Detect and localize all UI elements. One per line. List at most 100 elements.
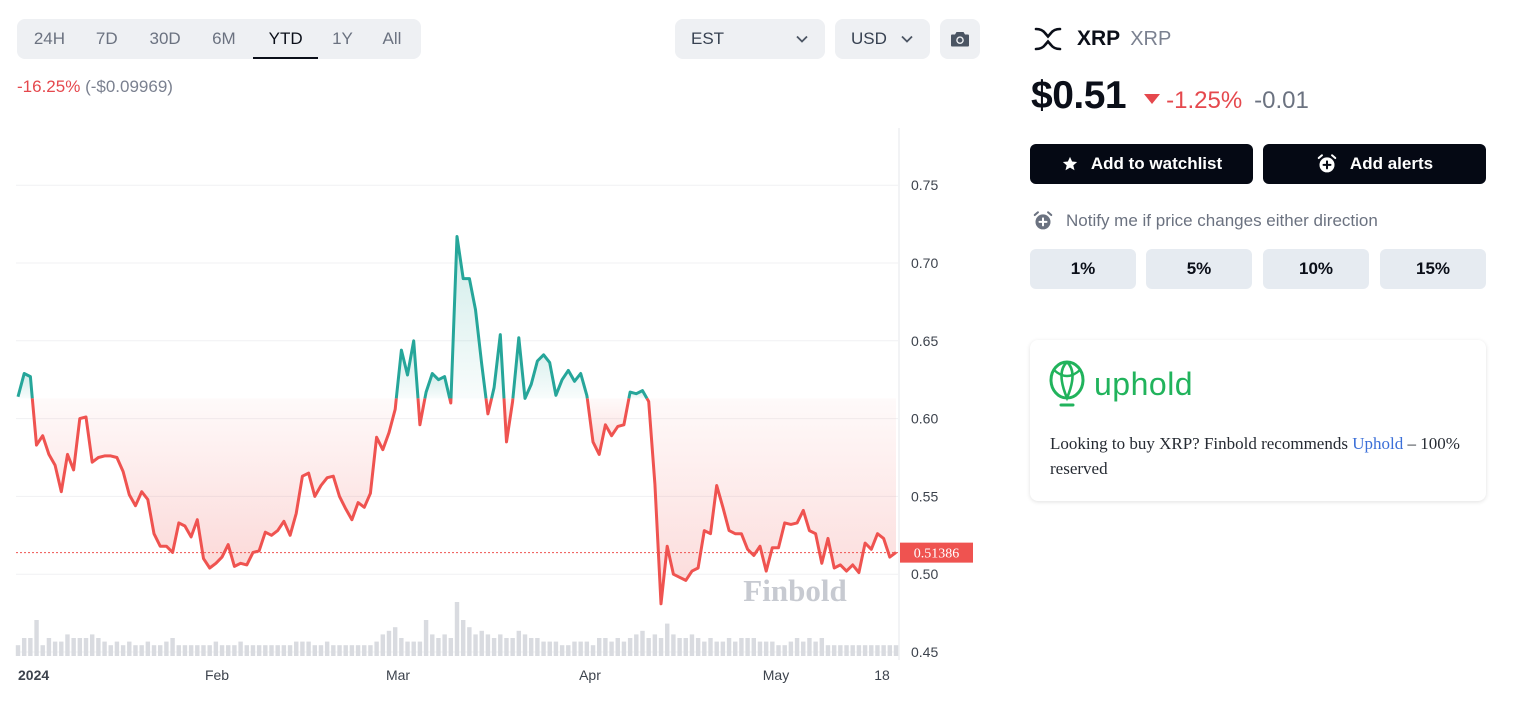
volume-bar [337,645,342,656]
volume-bar [893,645,899,656]
volume-bar [825,645,831,656]
x-tick-label: Apr [579,667,601,683]
area-above-baseline [18,373,33,399]
volume-bar [436,638,441,656]
current-price-tag-label: 0.51386 [914,547,960,562]
xrp-logo-icon [1034,27,1062,51]
volume-bar [720,641,726,656]
current-price-marker: 0.51386 [16,542,973,563]
volume-bar [343,645,348,656]
volume-bar [751,638,756,656]
screenshot-button[interactable] [940,19,980,59]
alert-option-15[interactable]: 15% [1380,249,1486,289]
triangle-down-icon [1144,94,1161,104]
volume-bar [355,645,361,656]
volume-bar [504,638,509,656]
volume-bar [77,638,83,656]
ad-text: Looking to buy XRP? Finbold recommends U… [1050,431,1470,481]
volume-bar [516,630,522,656]
tab-7d[interactable]: 7D [95,29,118,48]
add-to-watchlist-button[interactable]: Add to watchlist [1030,144,1253,184]
tab-30d[interactable]: 30D [149,29,181,48]
volume-bar [887,645,893,656]
volume-bar [139,645,144,656]
line-segment-down [484,398,494,416]
volume-bar [597,638,602,656]
volume-bar [417,641,423,656]
volume-bar [151,645,157,656]
volume-bar [411,641,416,656]
volume-bar [807,638,812,656]
uphold-logo-icon [1049,360,1085,407]
price-change-absolute: -0.01 [1254,87,1309,114]
volume-bar [695,638,701,656]
volume-bar [46,638,52,656]
volume-bar [430,634,435,656]
volume-bar [831,645,837,656]
tab-1y[interactable]: 1Y [332,29,353,48]
volume-bar [856,645,862,656]
volume-bar [71,638,76,656]
volume-bar [603,638,608,656]
alert-option-5[interactable]: 5% [1146,249,1252,289]
line-segment-up [449,235,488,399]
volume-bar [813,641,818,656]
price-summary: $0.51 -1.25% -0.01 [1031,74,1309,118]
alert-option-1[interactable]: 1% [1030,249,1136,289]
volume-bar [541,641,546,656]
volume-bar [442,634,447,656]
tab-ytd[interactable]: YTD [253,19,318,59]
volume-bar [392,627,398,656]
volume-bar [708,638,713,656]
volume-bar [553,641,559,656]
volume-bar [423,620,429,656]
chevron-down-icon [901,35,913,43]
x-axis: 2024 Feb Mar Apr May 18 [18,667,890,683]
line-segment-up [490,333,506,399]
uphold-ad-card[interactable]: uphold Looking to buy XRP? Finbold recom… [1030,340,1486,501]
y-tick-label: 0.50 [911,566,938,582]
notify-row: Notify me if price changes either direct… [1032,210,1378,232]
line-segment-up [16,372,34,399]
volume-bar [578,641,583,656]
line-segment-down [448,398,453,405]
volume-bar [281,645,287,656]
volume-bar [195,645,200,656]
volume-bar [838,645,843,656]
volume-bar [547,641,552,656]
volume-bar [640,630,645,656]
volume-bar [324,641,330,656]
volume-bar [300,641,305,656]
alert-option-10[interactable]: 10% [1263,249,1369,289]
volume-bar [59,641,64,656]
uphold-link[interactable]: Uphold [1352,434,1404,453]
volume-bar [318,645,324,656]
x-tick-label: May [763,667,789,683]
line-segment-down [30,398,398,570]
volume-bar [454,602,460,656]
y-axis: 0.75 0.70 0.65 0.60 0.55 0.50 0.45 [911,177,938,660]
currency-select[interactable]: USD [835,19,930,59]
volume-bar [28,638,33,656]
tab-6m[interactable]: 6M [212,29,236,48]
volume-bar [188,645,194,656]
price-chart[interactable]: Finbold 0.75 0.70 0.65 0.60 0.55 0.50 0.45 202… [0,120,1000,710]
volume-bar [275,645,280,656]
volume-bar [164,641,169,656]
volume-bar [460,620,466,656]
notify-text: Notify me if price changes either direct… [1066,211,1378,230]
finbold-watermark: Finbold [743,573,846,608]
current-price-tag [900,542,973,563]
volume-bar [782,645,787,656]
volume-bar [770,641,775,656]
timezone-select[interactable]: EST [675,19,825,59]
alarm-plus-icon [1033,211,1053,230]
volume-bar [745,638,750,656]
volume-bar [689,634,695,656]
tab-all[interactable]: All [382,29,402,48]
tab-24h[interactable]: 24H [33,29,66,48]
volume-bar [763,641,769,656]
add-alerts-button[interactable]: Add alerts [1263,144,1486,184]
period-change-absolute: (-$0.09969) [85,77,173,96]
volume-bar [652,634,658,656]
